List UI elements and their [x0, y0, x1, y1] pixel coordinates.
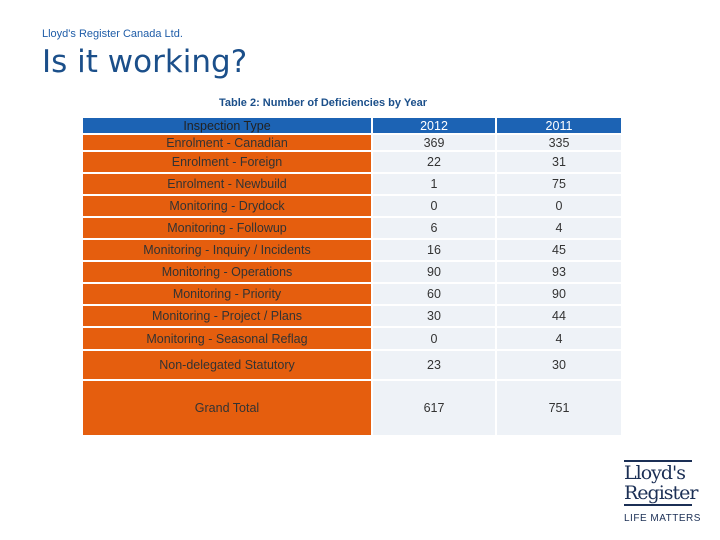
table-header-row: Inspection Type 2012 2011: [83, 118, 621, 134]
row-value-2011: 30: [496, 350, 621, 380]
row-type: Monitoring - Project / Plans: [83, 305, 372, 327]
table-row: Monitoring - Seasonal Reflag 0 4: [83, 327, 621, 350]
grand-total-row: Grand Total 617 751: [83, 380, 621, 436]
row-value-2012: 0: [372, 327, 496, 350]
row-value-2011: 4: [496, 217, 621, 239]
row-value-2012: 22: [372, 151, 496, 173]
row-value-2012: 369: [372, 134, 496, 151]
lloyds-register-logo: Lloyd's Register: [624, 459, 692, 507]
header-2011: 2011: [496, 118, 621, 134]
row-type: Monitoring - Seasonal Reflag: [83, 327, 372, 350]
row-type: Monitoring - Priority: [83, 283, 372, 305]
row-value-2012: 16: [372, 239, 496, 261]
row-type: Non-delegated Statutory: [83, 350, 372, 380]
row-type: Monitoring - Operations: [83, 261, 372, 283]
row-value-2011: 90: [496, 283, 621, 305]
row-value-2012: 90: [372, 261, 496, 283]
row-value-2012: 60: [372, 283, 496, 305]
logo-rule: [624, 504, 692, 506]
row-value-2011: 31: [496, 151, 621, 173]
logo-line-2: Register: [624, 483, 692, 503]
table-row: Enrolment - Foreign 22 31: [83, 151, 621, 173]
row-type: Monitoring - Drydock: [83, 195, 372, 217]
table-row: Monitoring - Inquiry / Incidents 16 45: [83, 239, 621, 261]
table-row: Monitoring - Operations 90 93: [83, 261, 621, 283]
row-value-2011: 751: [496, 380, 621, 436]
row-type: Monitoring - Inquiry / Incidents: [83, 239, 372, 261]
logo-tagline: LIFE MATTERS: [624, 513, 701, 524]
row-value-2011: 4: [496, 327, 621, 350]
table-row: Monitoring - Project / Plans 30 44: [83, 305, 621, 327]
row-value-2011: 93: [496, 261, 621, 283]
row-value-2012: 1: [372, 173, 496, 195]
row-value-2011: 45: [496, 239, 621, 261]
row-value-2012: 23: [372, 350, 496, 380]
row-value-2012: 6: [372, 217, 496, 239]
table-row: Enrolment - Canadian 369 335: [83, 134, 621, 151]
row-type: Enrolment - Canadian: [83, 134, 372, 151]
row-type: Monitoring - Followup: [83, 217, 372, 239]
header-2012: 2012: [372, 118, 496, 134]
row-value-2011: 44: [496, 305, 621, 327]
table-row: Monitoring - Priority 60 90: [83, 283, 621, 305]
company-name: Lloyd's Register Canada Ltd.: [42, 28, 183, 40]
row-value-2011: 335: [496, 134, 621, 151]
table-row: Non-delegated Statutory 23 30: [83, 350, 621, 380]
row-type: Enrolment - Newbuild: [83, 173, 372, 195]
table-row: Monitoring - Drydock 0 0: [83, 195, 621, 217]
deficiencies-table: Inspection Type 2012 2011 Enrolment - Ca…: [83, 118, 621, 437]
logo-line-1: Lloyd's: [624, 463, 692, 483]
row-value-2012: 0: [372, 195, 496, 217]
table-row: Monitoring - Followup 6 4: [83, 217, 621, 239]
table-caption: Table 2: Number of Deficiencies by Year: [219, 97, 427, 109]
row-value-2012: 30: [372, 305, 496, 327]
row-type: Enrolment - Foreign: [83, 151, 372, 173]
table-row: Enrolment - Newbuild 1 75: [83, 173, 621, 195]
row-type: Grand Total: [83, 380, 372, 436]
row-value-2011: 0: [496, 195, 621, 217]
header-inspection-type: Inspection Type: [83, 118, 372, 134]
slide-title: Is it working?: [42, 44, 247, 80]
row-value-2011: 75: [496, 173, 621, 195]
row-value-2012: 617: [372, 380, 496, 436]
